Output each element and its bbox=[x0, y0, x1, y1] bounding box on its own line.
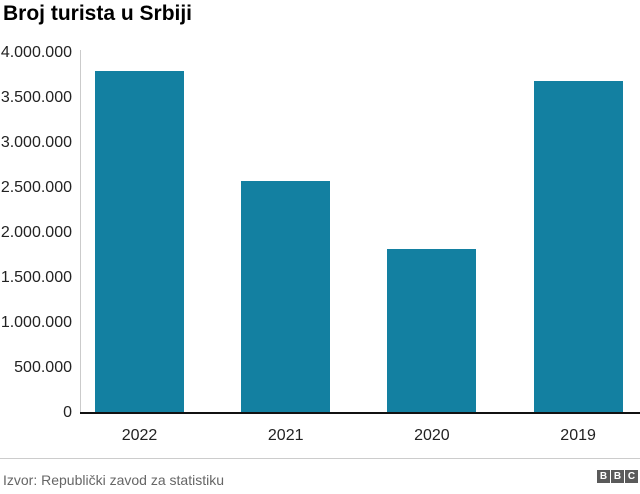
bar-chart-plot-area: 0 500.000 1.000.000 1.500.000 2.000.000 2.500… bbox=[0, 44, 640, 444]
bar-2022 bbox=[95, 71, 184, 413]
y-axis-tick-label: 2.000.000 bbox=[0, 224, 72, 241]
bbc-logo-letter: B bbox=[611, 470, 624, 483]
y-axis-tick-label: 3.500.000 bbox=[0, 89, 72, 106]
source-text: Izvor: Republički zavod za statistiku bbox=[3, 472, 224, 488]
bar-2019 bbox=[533, 80, 623, 413]
bbc-logo-letter: C bbox=[625, 470, 638, 483]
y-axis-tick-label: 1.000.000 bbox=[0, 314, 72, 331]
y-axis-line bbox=[80, 50, 81, 413]
footer-divider bbox=[0, 458, 640, 459]
x-axis-tick-label: 2019 bbox=[560, 427, 596, 444]
y-axis-tick-label: 500.000 bbox=[14, 359, 72, 376]
y-axis-tick-label: 1.500.000 bbox=[0, 269, 72, 286]
x-axis-tick-label: 2022 bbox=[121, 427, 158, 444]
y-axis-tick-label: 0 bbox=[63, 404, 72, 421]
bar-2020 bbox=[387, 249, 477, 413]
y-axis-tick-label: 3.000.000 bbox=[0, 134, 72, 151]
x-axis-tick-label: 2021 bbox=[267, 427, 304, 444]
chart-title: Broj turista u Srbiji bbox=[3, 2, 193, 25]
x-axis-line bbox=[80, 412, 640, 414]
y-axis-tick-label: 4.000.000 bbox=[0, 44, 72, 61]
bar-2021 bbox=[241, 180, 331, 413]
x-axis-tick-label: 2020 bbox=[414, 427, 450, 444]
y-axis-tick-label: 2.500.000 bbox=[0, 179, 72, 196]
bbc-logo-letter: B bbox=[597, 470, 610, 483]
